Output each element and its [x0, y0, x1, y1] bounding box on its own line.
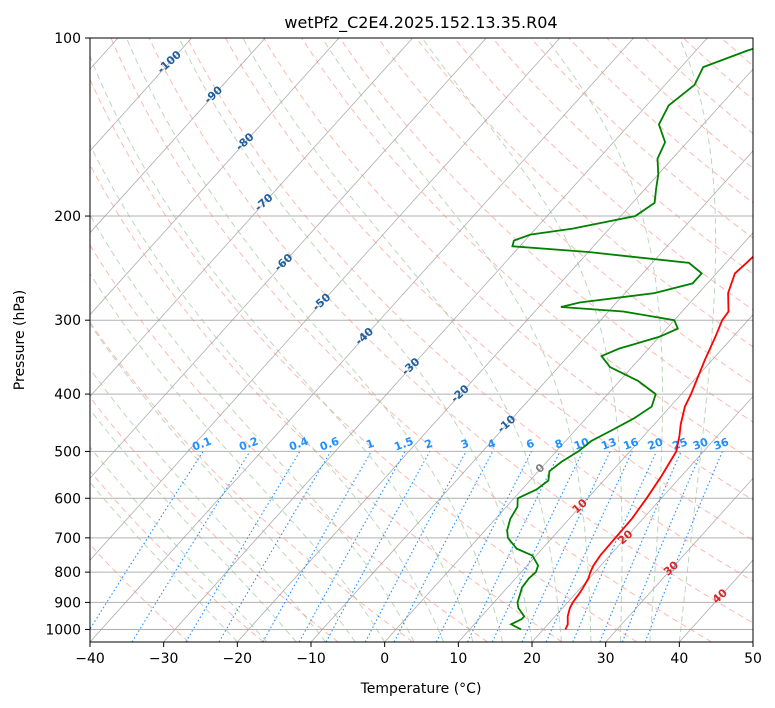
mixing-ratio-label: 30 — [691, 435, 710, 453]
isotherm-line — [605, 477, 753, 642]
y-tick-label: 200 — [54, 209, 81, 225]
y-tick-label: 100 — [54, 31, 81, 47]
mixing-ratio-label: 0.2 — [237, 435, 260, 454]
mixing-ratio-label: 3 — [459, 437, 471, 452]
mixing-ratio-label: 20 — [646, 435, 665, 453]
mixing-ratio-line — [131, 451, 251, 642]
mixing-ratio-label: 0.1 — [191, 435, 214, 454]
x-tick-label: 50 — [744, 651, 762, 667]
moist-adiabat-line — [90, 368, 327, 642]
y-tick-label: 800 — [54, 565, 81, 581]
moist-adiabat-line — [90, 143, 445, 642]
moist-adiabat-line — [545, 38, 664, 642]
moist-adiabat-line — [421, 38, 623, 642]
mixing-ratio-line — [621, 451, 703, 642]
y-axis: 100 200 300 400 500 600 700 800 900 1000 — [45, 31, 90, 638]
x-tick-label: 20 — [523, 651, 541, 667]
moist-adiabat-line — [90, 214, 415, 642]
isotherm-line — [90, 38, 487, 479]
y-tick-label: 700 — [54, 531, 81, 547]
x-tick-label: 40 — [670, 651, 688, 667]
moist-adiabat-line — [90, 323, 356, 642]
y-axis-label: Pressure (hPa) — [12, 290, 28, 390]
x-tick-label: −40 — [75, 651, 105, 667]
y-tick-label: 900 — [54, 595, 81, 611]
mixing-ratio-label: 1.5 — [393, 435, 416, 454]
mixing-ratio-label: 4 — [486, 437, 498, 452]
mixing-ratio-label: 1 — [364, 437, 376, 452]
isotherm-line — [90, 38, 413, 398]
mixing-ratio-label: 16 — [622, 435, 641, 453]
x-tick-label: −20 — [223, 651, 253, 667]
mixing-ratio-label: 13 — [599, 435, 618, 452]
moist-adiabat-line — [321, 38, 592, 642]
mixing-ratio-line — [435, 451, 532, 642]
dry-adiabat-line — [90, 543, 190, 642]
moist-adiabat-line — [178, 38, 533, 642]
dewpoint-profile-line — [506, 47, 753, 631]
mixing-ratio-label: 8 — [553, 437, 565, 452]
moist-adiabat-line — [678, 38, 717, 642]
isotherm-line — [531, 395, 753, 642]
x-tick-label: −30 — [149, 651, 179, 667]
x-tick-label: −10 — [296, 651, 326, 667]
isotherm-line — [163, 38, 708, 642]
mixing-ratio-line — [298, 451, 406, 642]
x-tick-label: 0 — [380, 651, 389, 667]
mixing-ratio-label: 0.6 — [318, 435, 341, 454]
mixing-ratio-line — [572, 451, 657, 642]
x-tick-label: 30 — [597, 651, 615, 667]
y-tick-label: 300 — [54, 313, 81, 329]
mixing-ratio-line — [262, 451, 372, 642]
y-tick-label: 1000 — [45, 622, 81, 638]
dry-adiabat-line — [90, 396, 339, 642]
mixing-ratio-label: 0.4 — [287, 435, 310, 454]
isotherm-line — [90, 38, 192, 152]
mixing-ratio-label: 6 — [524, 437, 536, 452]
dry-adiabat-line — [148, 38, 753, 624]
dry-adiabat-line — [415, 38, 753, 348]
mixing-ratio-label: 10 — [572, 435, 591, 453]
mixing-ratio-line — [599, 451, 682, 642]
isotherm-line — [90, 38, 266, 234]
isotherm-line — [310, 150, 753, 642]
isotherm-line — [384, 232, 753, 642]
isotherm-line — [90, 38, 340, 316]
mixing-ratio-line — [325, 451, 431, 642]
x-axis: −40 −30 −20 −10 0 10 20 30 40 50 — [75, 642, 762, 667]
mixing-ratio-label: 25 — [671, 435, 690, 452]
dry-adiabat-line — [90, 470, 264, 642]
plot-frame — [89, 37, 754, 643]
moist-adiabat-line — [90, 54, 474, 642]
moist-adiabat-line — [90, 272, 386, 642]
dry-adiabat-line — [110, 38, 712, 642]
x-tick-label: 10 — [449, 651, 467, 667]
dry-adiabat-line — [90, 163, 563, 642]
y-tick-label: 500 — [54, 444, 81, 460]
y-tick-label: 600 — [54, 491, 81, 507]
isotherm-line — [90, 38, 561, 561]
dry-adiabat-line — [453, 38, 753, 311]
temperature-profile-line — [564, 255, 753, 630]
mixing-ratio-label: 2 — [423, 437, 435, 452]
mixing-ratio-line — [90, 451, 204, 631]
mixing-ratio-label: 36 — [712, 435, 731, 453]
dry-adiabat-line — [90, 321, 414, 642]
isotherm-line — [90, 38, 634, 642]
mixing-ratio-line — [644, 451, 723, 642]
dry-adiabat-line — [90, 244, 488, 642]
isotherm-line — [237, 68, 753, 642]
y-tick-label: 400 — [54, 387, 81, 403]
mixing-ratio-line — [545, 451, 633, 642]
x-axis-label: Temperature (°C) — [360, 681, 482, 697]
isotherm-line — [458, 313, 753, 642]
moist-adiabat-line — [242, 38, 562, 642]
moist-adiabat-line — [90, 408, 297, 642]
chart-title: wetPf2_C2E4.2025.152.13.35.R04 — [284, 13, 557, 33]
moist-adiabat-line — [90, 481, 238, 642]
moist-adiabat-line — [126, 38, 503, 642]
moist-adiabat-line — [90, 446, 268, 642]
